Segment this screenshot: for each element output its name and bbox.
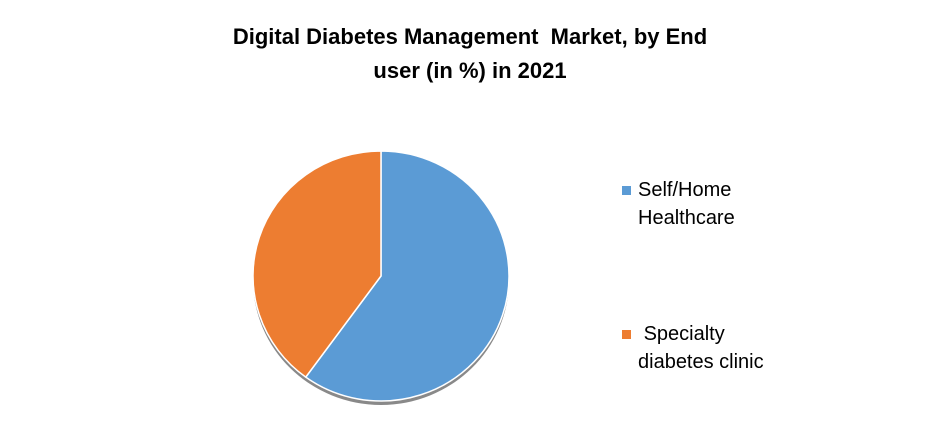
pie-slice (304, 150, 510, 402)
pie-slice (252, 150, 382, 379)
legend-swatch (622, 330, 631, 339)
legend-label: Self/Home Healthcare (638, 179, 737, 229)
legend-item: Specialty diabetes clinic (622, 320, 798, 376)
legend-item: Self/Home Healthcare (622, 176, 798, 232)
legend-swatch (622, 186, 631, 195)
legend-label: Specialty diabetes clinic (638, 323, 764, 373)
chart-title: Digital Diabetes Management Market, by E… (232, 24, 714, 83)
